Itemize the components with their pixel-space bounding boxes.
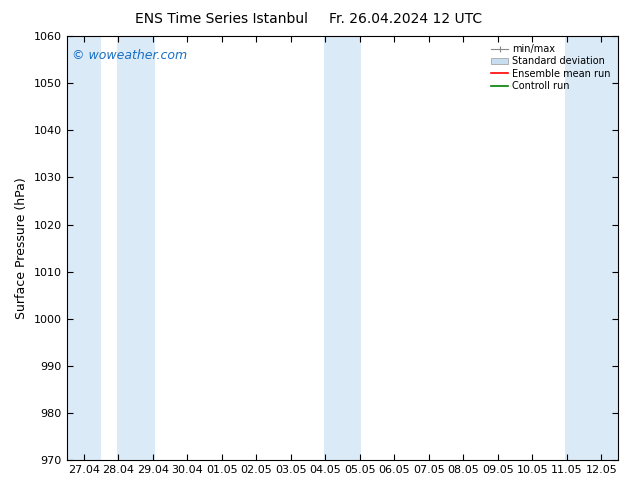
Text: Fr. 26.04.2024 12 UTC: Fr. 26.04.2024 12 UTC [329, 12, 482, 26]
Bar [565, 36, 619, 460]
Y-axis label: Surface Pressure (hPa): Surface Pressure (hPa) [15, 177, 28, 319]
Bar [323, 36, 361, 460]
Text: © woweather.com: © woweather.com [72, 49, 187, 62]
Bar [67, 36, 101, 460]
Bar [117, 36, 155, 460]
Text: ENS Time Series Istanbul: ENS Time Series Istanbul [136, 12, 308, 26]
Legend: min/max, Standard deviation, Ensemble mean run, Controll run: min/max, Standard deviation, Ensemble me… [487, 40, 614, 95]
